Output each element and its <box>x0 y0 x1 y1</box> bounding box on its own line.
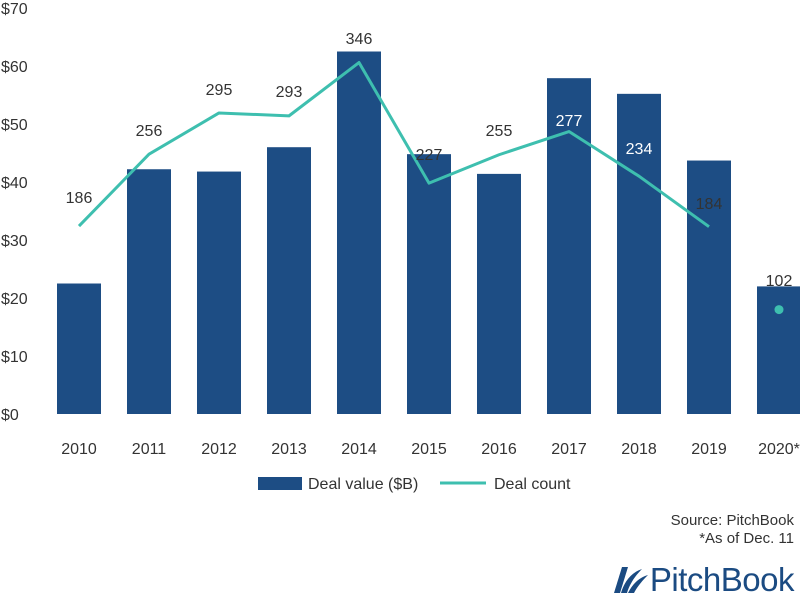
bar <box>197 171 241 414</box>
pitchbook-logo-text: PitchBook <box>649 561 795 598</box>
bar <box>127 169 171 414</box>
deal-count-line <box>77 61 710 228</box>
x-tick-label: 2020* <box>758 441 800 458</box>
x-axis: 2010 2011 2012 2013 2014 2015 2016 2017 2018 2019… <box>61 441 800 458</box>
legend-swatch-bar <box>258 477 302 490</box>
source-line: Source: PitchBook <box>670 512 794 529</box>
bar <box>337 51 381 414</box>
bar <box>407 154 451 414</box>
deal-count-label: 295 <box>206 82 233 99</box>
chart: $0 $10 $20 $30 $40 $50 $60 $70 186 256 295 293 346 2… <box>1 1 800 493</box>
bar <box>267 147 311 414</box>
y-tick-label: $0 <box>1 407 19 424</box>
bar <box>617 93 661 414</box>
x-tick-label: 2011 <box>132 441 167 458</box>
deal-count-label: 227 <box>416 147 443 164</box>
x-tick-label: 2019 <box>691 441 727 458</box>
y-tick-label: $10 <box>1 349 28 366</box>
source-note: Source: PitchBook *As of Dec. 11 <box>671 512 794 548</box>
x-tick-label: 2017 <box>551 441 587 458</box>
count-labels: 186 256 295 293 346 227 255 277 234 184 102 <box>66 31 793 290</box>
x-tick-label: 2014 <box>341 441 377 458</box>
y-tick-label: $50 <box>1 117 28 134</box>
bar-series <box>57 51 800 415</box>
deal-count-label: 234 <box>626 141 653 158</box>
x-tick-label: 2016 <box>481 441 517 458</box>
footnote-line: *As of Dec. 11 <box>699 530 794 547</box>
x-tick-label: 2012 <box>201 441 237 458</box>
legend: Deal value ($B) Deal count <box>258 476 571 493</box>
y-tick-label: $40 <box>1 175 28 192</box>
deal-count-label: 184 <box>696 196 723 213</box>
y-tick-label: $20 <box>1 291 28 308</box>
x-tick-label: 2013 <box>271 441 307 458</box>
deal-count-point <box>774 305 784 315</box>
y-tick-label: $30 <box>1 233 28 250</box>
pitchbook-logo: PitchBook <box>610 561 795 598</box>
x-tick-label: 2018 <box>621 441 657 458</box>
bar <box>687 160 731 414</box>
legend-label-bar: Deal value ($B) <box>308 476 418 493</box>
deal-count-label: 255 <box>486 123 513 140</box>
deal-count-label: 256 <box>136 123 163 140</box>
pitchbook-logo-icon <box>613 567 648 593</box>
deal-count-label: 293 <box>276 84 303 101</box>
deal-count-label: 186 <box>66 190 93 207</box>
line-series <box>77 61 784 315</box>
x-tick-label: 2015 <box>411 441 447 458</box>
bar <box>477 173 521 414</box>
deal-count-label: 346 <box>346 31 373 48</box>
bar <box>547 78 591 415</box>
deal-count-label: 277 <box>556 113 583 130</box>
bar <box>57 283 101 414</box>
y-axis: $0 $10 $20 $30 $40 $50 $60 $70 <box>1 1 28 424</box>
deal-count-label: 102 <box>766 273 793 290</box>
y-tick-label: $70 <box>1 1 28 18</box>
y-tick-label: $60 <box>1 59 28 76</box>
x-tick-label: 2010 <box>61 441 97 458</box>
legend-label-line: Deal count <box>494 476 571 493</box>
